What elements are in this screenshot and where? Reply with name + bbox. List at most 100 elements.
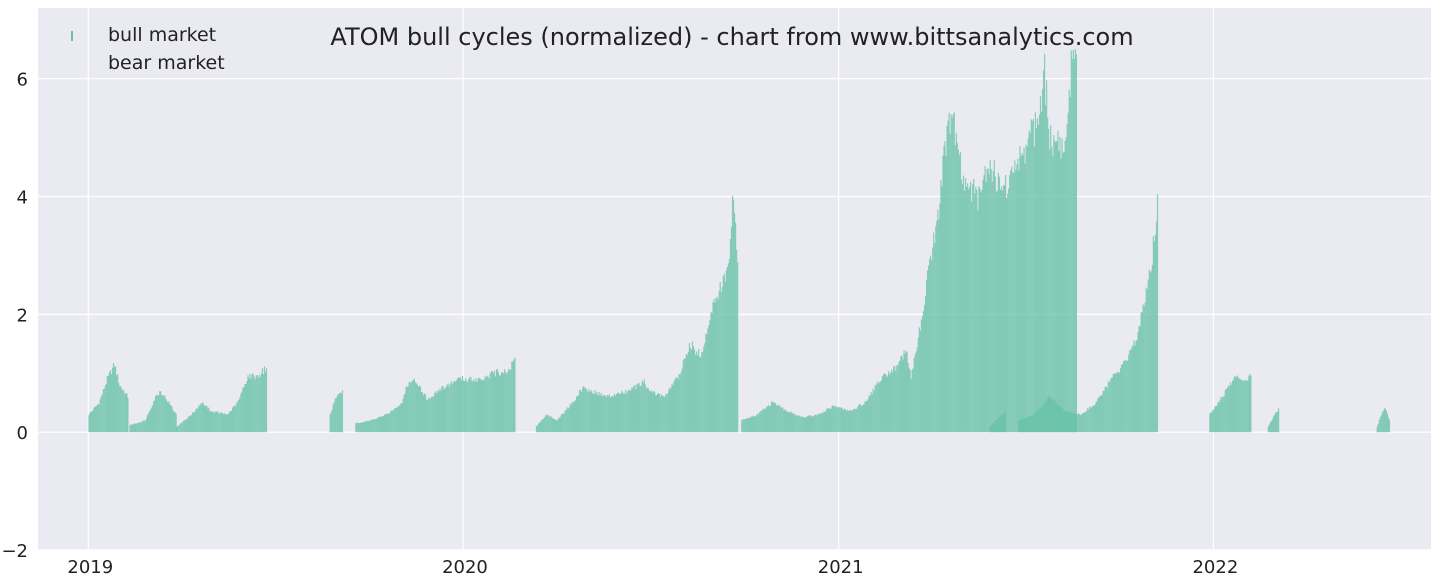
- bar-bull-market: [1114, 373, 1117, 433]
- bar-bull-market: [854, 408, 856, 433]
- bar-bull-market: [726, 266, 729, 433]
- bar-bull-market: [392, 410, 394, 433]
- bar-bull-market: [440, 390, 442, 433]
- bar-bull-market: [166, 400, 168, 433]
- bar-bull-market: [156, 394, 158, 433]
- bar-bull-market: [261, 368, 263, 433]
- bar-bull-market: [202, 402, 204, 433]
- bar-bull-market: [233, 406, 235, 433]
- bar-bull-market: [907, 362, 909, 433]
- bar-bull-market: [1136, 340, 1138, 433]
- bar-bull-market: [832, 405, 834, 433]
- bar-bull-market: [806, 415, 809, 433]
- bar-bull-market: [587, 392, 589, 433]
- bar-bull-market: [1094, 404, 1096, 433]
- bar-bull-market: [884, 374, 887, 433]
- bar-bull-market: [938, 219, 940, 433]
- bar-bull-market: [411, 380, 413, 433]
- bar-bull-market: [1062, 409, 1064, 433]
- bar-bull-market: [479, 378, 481, 433]
- bar-bull-market: [1069, 97, 1071, 433]
- bar-bull-market: [670, 388, 672, 433]
- bar-bull-market: [94, 406, 96, 433]
- bar-bull-market: [253, 376, 255, 433]
- bar-bull-market: [733, 213, 736, 433]
- bar-bull-market: [788, 412, 790, 433]
- bar-bull-market: [119, 385, 121, 433]
- bar-bull-market: [216, 411, 218, 433]
- bar-bull-market: [191, 412, 194, 433]
- bar-bull-market: [141, 421, 143, 433]
- bar-bull-market: [222, 414, 224, 433]
- bar-bull-market: [458, 377, 461, 433]
- bar-bull-market: [1045, 400, 1047, 433]
- bar-bull-market: [488, 378, 490, 433]
- bar-bull-market: [654, 394, 657, 433]
- bar-bull-market: [906, 351, 908, 433]
- bar-bull-market: [603, 395, 605, 433]
- bar-bull-market: [469, 377, 471, 433]
- bar-bull-market: [653, 391, 656, 433]
- bar-bull-market: [642, 382, 644, 433]
- bar-bull-market: [1229, 382, 1232, 433]
- bar-bull-market: [1231, 380, 1234, 433]
- bar-bull-market: [833, 406, 835, 433]
- bar-bull-market: [694, 354, 697, 433]
- bar-bull-market: [719, 282, 721, 433]
- bar-bull-market: [593, 393, 595, 433]
- bar-bull-market: [184, 420, 186, 433]
- bar-bull-market: [842, 410, 844, 433]
- bar-bull-market: [1250, 375, 1252, 433]
- bar-bull-market: [786, 410, 788, 433]
- bar-bull-market: [250, 378, 252, 433]
- bar-bull-market: [1068, 89, 1070, 433]
- bar-bull-market: [335, 397, 337, 433]
- bar-bull-market: [180, 422, 182, 433]
- bar-bull-market: [1074, 49, 1076, 433]
- bar-bull-market: [437, 390, 439, 433]
- bar-bull-market: [1055, 142, 1057, 433]
- bar-bull-market: [1042, 69, 1045, 433]
- bar-bull-market: [242, 387, 244, 433]
- bar-bull-market: [513, 359, 515, 433]
- bar-bull-market: [1219, 399, 1221, 433]
- bar-bull-market: [436, 393, 438, 433]
- bar-bull-market: [959, 151, 962, 433]
- bar-bull-market: [722, 276, 724, 433]
- bar-bull-market: [105, 383, 107, 433]
- bar-bull-market: [1038, 114, 1041, 433]
- bar-bull-market: [509, 369, 511, 433]
- bar-bull-market: [886, 376, 889, 433]
- bar-bull-market: [241, 391, 243, 433]
- bar-bull-market: [576, 395, 579, 433]
- bar-bull-market: [1116, 371, 1119, 433]
- bar-bull-market: [1129, 350, 1131, 433]
- bar-bull-market: [640, 385, 642, 433]
- bar-bull-market: [563, 413, 565, 433]
- bar-bull-market: [256, 375, 258, 433]
- bar-bull-market: [676, 377, 678, 433]
- bar-bull-market: [366, 421, 368, 433]
- bar-bull-market: [995, 420, 997, 433]
- bar-bull-market: [841, 408, 843, 433]
- bar-bull-market: [117, 374, 119, 433]
- bar-bull-market: [1118, 372, 1121, 433]
- bar-bull-market: [565, 409, 567, 433]
- bar-bull-market: [780, 406, 782, 433]
- bar-bull-market: [112, 363, 115, 433]
- bar-bull-market: [624, 393, 626, 433]
- bar-bull-market: [1226, 388, 1228, 433]
- bar-bull-market: [562, 413, 564, 433]
- bar-bull-market: [1217, 401, 1219, 433]
- bar-bull-market: [715, 298, 717, 433]
- bar-bull-market: [701, 352, 703, 433]
- bar-bull-market: [607, 395, 609, 433]
- bar-bull-market: [1020, 156, 1022, 433]
- bar-bull-market: [838, 407, 840, 433]
- bar-bull-market: [761, 409, 763, 433]
- bar-bull-market: [376, 418, 378, 433]
- bar-bull-market: [1269, 422, 1272, 433]
- bar-bull-market: [736, 249, 738, 433]
- bar-bull-market: [808, 415, 811, 433]
- bar-bull-market: [566, 407, 568, 433]
